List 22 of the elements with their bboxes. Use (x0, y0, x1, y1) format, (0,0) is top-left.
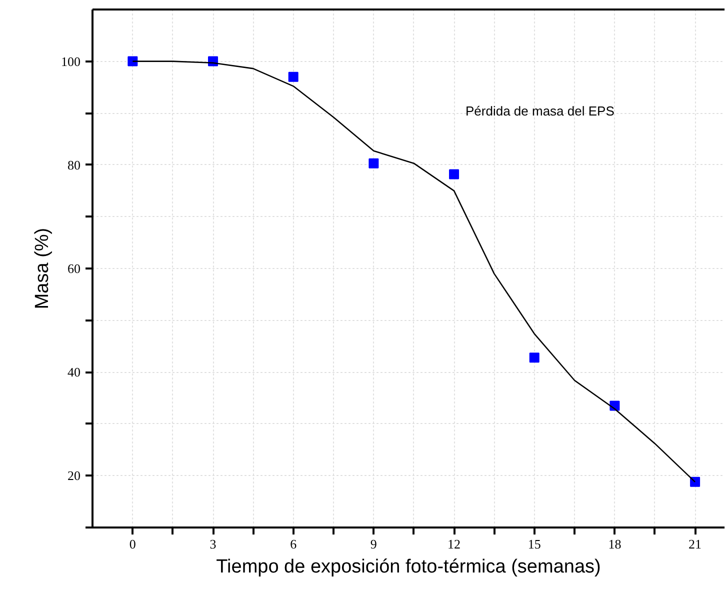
y-tick-label: 60 (68, 261, 80, 276)
x-tick-label: 9 (370, 536, 377, 552)
x-axis-title: Tiempo de exposición foto-térmica (semanas) (216, 556, 601, 578)
y-tick-label: 80 (68, 157, 80, 172)
point (128, 56, 138, 66)
x-tick-label: 6 (290, 536, 298, 552)
x-tick-label: 18 (608, 536, 622, 552)
x-tick-label: 12 (448, 536, 461, 552)
x-tick-label: 21 (688, 536, 702, 552)
point (368, 158, 379, 168)
y-tick-label: 20 (68, 468, 80, 484)
annotation: Pérdida de masa del EPS (466, 104, 615, 118)
x-tick-label: 15 (528, 536, 541, 552)
point (449, 169, 460, 180)
y-axis-title: Masa (%) (32, 228, 53, 310)
x-tick-label: 0 (129, 536, 136, 552)
point (690, 476, 700, 487)
y-tick-label: 40 (68, 364, 80, 380)
y-tick-label: 100 (61, 54, 80, 69)
point (529, 352, 540, 363)
point (288, 72, 298, 82)
x-tick-label: 3 (210, 536, 216, 552)
